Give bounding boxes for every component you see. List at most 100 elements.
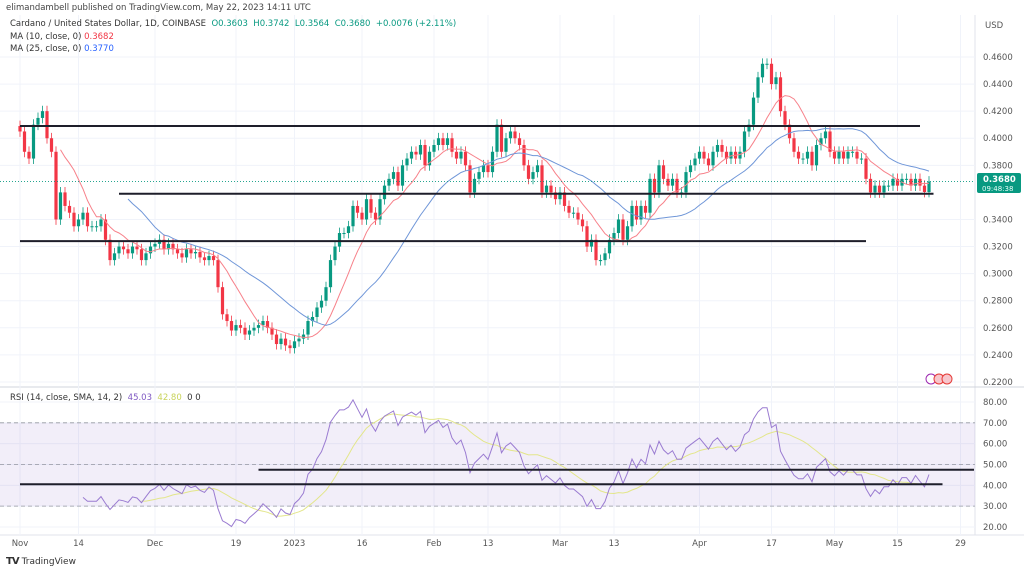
- ma25-legend[interactable]: MA (25, close, 0) 0.3770: [10, 43, 456, 56]
- us-flag-event-icon[interactable]: [941, 373, 953, 385]
- candle-body: [927, 181, 931, 192]
- candle-body: [868, 178, 873, 193]
- ohlc-high: H0.3742: [253, 19, 290, 29]
- ma10-value: 0.3682: [84, 31, 114, 42]
- countdown: 09:48:38: [982, 185, 1013, 193]
- candle-body: [180, 253, 184, 258]
- candle-body: [40, 111, 45, 118]
- candle-body: [126, 249, 130, 254]
- candle-body: [805, 151, 810, 159]
- candle-body: [189, 249, 193, 254]
- rsi-label: RSI (14, close, SMA, 14, 2): [10, 393, 123, 403]
- time-tick-label: 2023: [284, 539, 306, 549]
- candle-body: [850, 151, 855, 153]
- candle-body: [58, 192, 63, 220]
- candle-body: [774, 77, 778, 85]
- candle-body: [918, 178, 922, 186]
- tv-logo-icon: TV: [6, 556, 20, 567]
- candle-body: [571, 212, 576, 214]
- candle-body: [922, 185, 927, 192]
- candle-body: [279, 338, 283, 345]
- time-tick-label: 14: [73, 539, 84, 549]
- candle-body: [319, 300, 324, 308]
- ma10-legend[interactable]: MA (10, close, 0) 0.3682: [10, 31, 456, 44]
- candle-body: [846, 151, 850, 159]
- candle-body: [796, 151, 801, 159]
- candle-body: [121, 246, 126, 250]
- candle-body: [549, 185, 553, 193]
- candle-body: [207, 256, 211, 261]
- candle-body: [225, 314, 229, 322]
- time-tick-label: Feb: [426, 539, 441, 549]
- candle-body: [234, 325, 238, 331]
- candle-body: [171, 243, 175, 250]
- candle-body: [265, 321, 270, 328]
- candle-body: [481, 165, 486, 173]
- candle-body: [36, 117, 40, 125]
- candle-body: [103, 219, 108, 240]
- candle-body: [144, 253, 148, 261]
- candle-body: [499, 124, 504, 152]
- candle-body: [576, 212, 580, 220]
- candle-body: [162, 239, 166, 250]
- currency-label: USD: [985, 21, 1004, 31]
- last-price-label: 0.3680 09:48:38: [977, 173, 1021, 193]
- candle-body: [729, 151, 733, 159]
- candle-body: [778, 77, 783, 112]
- candle-body: [405, 158, 409, 166]
- candle-body: [184, 249, 189, 258]
- candle-body: [904, 178, 909, 180]
- candle-body: [540, 165, 544, 193]
- price-tick-label: 0.4600: [983, 53, 1013, 63]
- candle-body: [153, 243, 157, 247]
- candle-body: [765, 63, 769, 65]
- candle-body: [522, 145, 526, 166]
- candle-body: [90, 226, 94, 228]
- rsi-extra: 0 0: [187, 393, 201, 403]
- time-tick-label: Apr: [692, 539, 707, 549]
- candle-body: [198, 251, 202, 258]
- candle-body: [801, 158, 805, 160]
- candle-body: [256, 325, 261, 328]
- candle-body: [531, 172, 535, 179]
- rsi-tick-label: 40.00: [983, 481, 1007, 491]
- rsi-value: 45.03: [127, 393, 152, 403]
- symbol-title[interactable]: Cardano / United States Dollar, 1D, COIN…: [10, 19, 207, 29]
- price-tick-label: 0.4400: [983, 80, 1013, 90]
- price-tick-label: 0.2600: [983, 324, 1013, 334]
- candle-body: [508, 131, 513, 139]
- candle-body: [544, 185, 549, 193]
- tradingview-logo[interactable]: TV TradingView: [6, 556, 76, 567]
- candle-body: [364, 199, 369, 220]
- candle-body: [882, 185, 886, 193]
- time-tick-label: 29: [955, 539, 966, 549]
- candle-body: [913, 178, 918, 186]
- price-tick-label: 0.3800: [983, 161, 1013, 171]
- last-price-value: 0.3680: [983, 175, 1016, 185]
- time-tick-label: Mar: [552, 539, 569, 549]
- event-markers[interactable]: [925, 373, 953, 385]
- candle-body: [99, 219, 103, 227]
- candle-body: [553, 192, 558, 200]
- candle-body: [400, 165, 405, 186]
- axes: USD 0.4600 0.4400 0.4200 0.4000 0.3800 0.3400…: [12, 21, 1013, 549]
- candle-body: [625, 226, 630, 240]
- candle-body: [832, 151, 837, 159]
- time-tick-label: 17: [766, 539, 777, 549]
- candle-body: [387, 178, 391, 186]
- candle-body: [238, 325, 243, 328]
- price-tick-label: 0.4000: [983, 134, 1013, 144]
- candle-body: [247, 330, 252, 335]
- rsi-legend[interactable]: RSI (14, close, SMA, 14, 2) 45.03 42.80 …: [10, 393, 201, 403]
- ma25-label: MA (25, close, 0): [10, 44, 82, 54]
- ma10-line: [60, 95, 930, 338]
- candle-body: [346, 226, 351, 234]
- candle-body: [414, 151, 418, 155]
- candle-body: [468, 165, 472, 193]
- candle-body: [657, 165, 661, 193]
- price-tick-label: 0.4200: [983, 107, 1013, 117]
- candle-body: [418, 145, 423, 155]
- trendlines[interactable]: [20, 125, 974, 486]
- candle-body: [895, 178, 900, 186]
